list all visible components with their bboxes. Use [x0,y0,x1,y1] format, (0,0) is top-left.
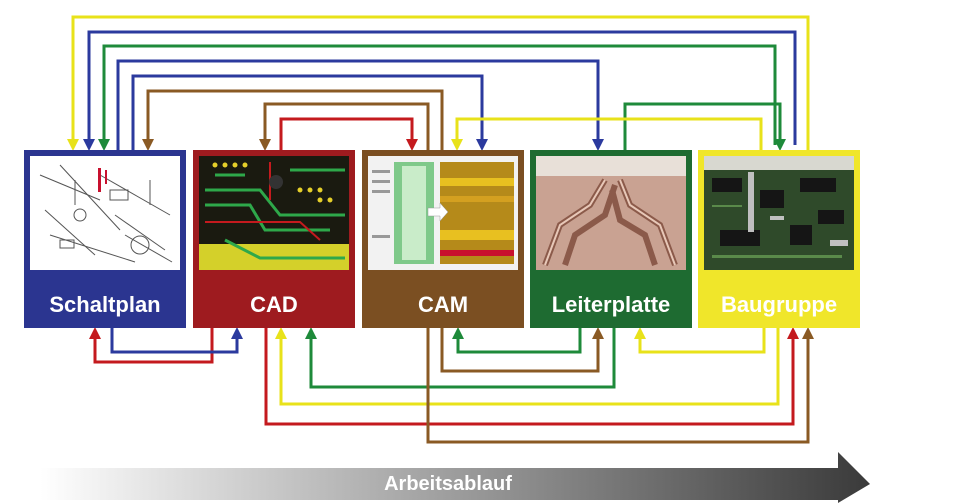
bottom-connectors [89,327,814,444]
connector-red-cad-schaltplan [89,327,214,364]
stage-leiterplatte-label: Leiterplatte [552,292,671,317]
workflow-arrow-label: Arbeitsablauf [384,473,512,495]
workflow-arrow: Arbeitsablauf [40,452,870,503]
connector-blue-schaltplan-cad [110,327,243,354]
stage-baugruppe-label: Baugruppe [721,292,837,317]
stage-cad[interactable]: CAD [193,150,355,328]
connector-brown-cam-baugruppe [426,327,814,444]
connector-brown-cam-schaltplan [142,89,444,151]
schematic-image [30,156,180,270]
stage-schaltplan-label: Schaltplan [49,292,160,317]
assembled-pcb-photo [704,156,854,270]
connector-red-cad-cam [279,117,418,151]
connector-green-leiterplatte-schaltplan [98,44,777,151]
top-connectors [67,15,810,151]
stage-leiterplatte[interactable]: Leiterplatte [530,150,692,328]
connector-yellow-baugruppe-cam [451,117,763,151]
stage-cad-label: CAD [250,292,298,317]
connector-blue-schaltplan-cam [131,74,488,151]
stage-cam-label: CAM [418,292,468,317]
cam-software-image [368,156,518,270]
connector-yellow-baugruppe-schaltplan [67,15,810,151]
connector-blue-schaltplan-leiterplatte [116,59,604,151]
stage-schaltplan[interactable]: Schaltplan [24,150,186,328]
connector-blue-baugruppe-schaltplan [83,30,797,151]
connector-yellow-baugruppe-leiterplatte [634,327,766,354]
workflow-arrow-shape [40,452,870,503]
connector-yellow-baugruppe-cad [275,327,780,406]
pcb-layout-image [199,156,349,270]
connector-brown-cam-leiterplatte [440,327,604,373]
stage-baugruppe[interactable]: Baugruppe [698,150,860,328]
stage-cam[interactable]: CAM [362,150,524,328]
connector-green-leiterplatte-baugruppe [623,102,786,151]
bare-pcb-photo [536,156,686,270]
connector-brown-cam-cad [259,102,430,151]
connector-red-cad-baugruppe [264,327,799,426]
connector-green-leiterplatte-cam [452,327,582,354]
connector-green-leiterplatte-cad [305,327,616,389]
